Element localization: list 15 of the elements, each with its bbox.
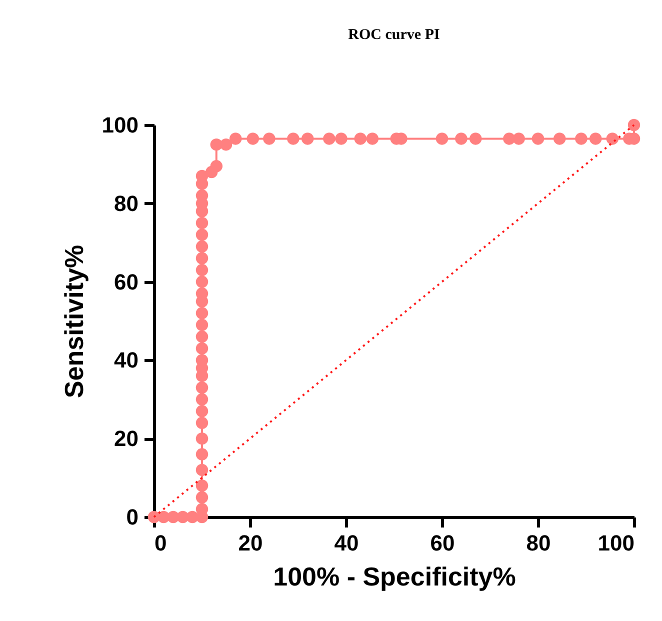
y-axis-title: Sensitivity% bbox=[58, 244, 89, 398]
y-tick-label: 80 bbox=[114, 190, 138, 216]
y-tick-label: 100 bbox=[102, 112, 138, 138]
x-tick-label: 80 bbox=[526, 530, 551, 556]
y-tick-label: 40 bbox=[114, 348, 138, 373]
x-tick-label: 100 bbox=[598, 530, 634, 556]
y-tick-label: 60 bbox=[114, 269, 138, 294]
x-tick-label: 0 bbox=[154, 530, 167, 556]
x-tick-label: 20 bbox=[238, 530, 263, 556]
x-tick-label: 40 bbox=[334, 530, 359, 556]
x-axis-title: 100% - Specificity% bbox=[273, 562, 516, 592]
chart-title: ROC curve PI bbox=[348, 27, 440, 43]
y-tick-label: 0 bbox=[126, 504, 138, 530]
x-tick-label: 60 bbox=[430, 530, 455, 556]
y-tick-label: 20 bbox=[114, 426, 138, 452]
